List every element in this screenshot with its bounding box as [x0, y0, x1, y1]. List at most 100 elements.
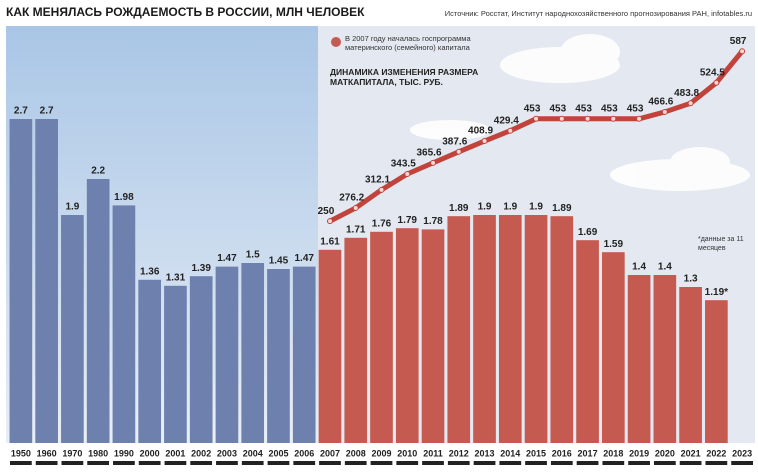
x-tick-bg	[421, 446, 445, 462]
line-point	[739, 48, 746, 55]
bar	[61, 215, 84, 443]
line-value-label: 387.6	[442, 136, 467, 147]
bar-value-label: 1.89	[552, 203, 572, 214]
x-tick-bg	[318, 446, 342, 462]
x-tick-label: 2003	[217, 448, 237, 458]
line-value-label: 453	[575, 103, 592, 114]
x-tick-bg	[730, 446, 754, 462]
x-tick-bg	[112, 446, 136, 462]
line-value-label: 453	[524, 103, 541, 114]
x-tick-bg	[627, 446, 651, 462]
note-marker	[331, 37, 341, 47]
bar	[395, 228, 419, 443]
bar-value-label: 2.7	[40, 106, 54, 117]
x-tick-bg	[498, 446, 523, 462]
bar-value-label: 1.45	[269, 256, 289, 267]
x-tick-label: 2005	[268, 448, 288, 458]
bar-value-label: 2.7	[14, 106, 28, 117]
bars: 2.7 2.7 1.9 2.2 1.98 1.36 1.31 1.39 1.47 1.5 1.45 1…	[9, 106, 728, 443]
x-tick-label: 2001	[165, 448, 185, 458]
bar	[705, 300, 728, 443]
bar-value-label: 1.61	[320, 236, 340, 247]
x-tick-label: 2011	[423, 448, 443, 458]
line-value-label: 312.1	[365, 174, 390, 185]
x-tick-label: 2012	[449, 448, 469, 458]
x-tick-label: 2006	[294, 448, 314, 458]
note: В 2007 году началась госпрограмма матери…	[345, 34, 471, 52]
bar	[292, 266, 316, 443]
x-tick-label: 2014	[500, 448, 520, 458]
x-tick-bg	[524, 446, 548, 462]
x-tick-bg	[395, 446, 420, 462]
x-tick-label: 2020	[655, 448, 675, 458]
line-point	[352, 204, 359, 211]
x-tick-bg	[369, 446, 394, 462]
x-tick-underline	[396, 461, 419, 465]
line-title: ДИНАМИКА ИЗМЕНЕНИЯ РАЗМЕРА МАТКАПИТАЛА, …	[330, 67, 479, 87]
line-value-label: 429.4	[494, 115, 519, 126]
x-tick-underline	[628, 461, 650, 465]
x-tick-underline	[35, 461, 58, 465]
bar	[447, 216, 471, 443]
x-tick-underline	[679, 461, 702, 465]
line-value-label: 408.9	[468, 126, 493, 137]
sky-left	[6, 26, 318, 443]
line-point	[455, 148, 462, 155]
line-value-label: 453	[627, 103, 644, 114]
line-value-label: 276.2	[339, 193, 364, 204]
line-point	[558, 115, 565, 122]
x-tick-bg	[601, 446, 626, 462]
x-tick-underline	[422, 461, 444, 465]
bar-value-label: 1.47	[217, 253, 237, 264]
bar	[35, 119, 58, 443]
bar	[318, 249, 342, 443]
line-point	[404, 171, 411, 178]
x-tick-underline	[499, 461, 522, 465]
bar-value-label: 1.71	[346, 224, 366, 235]
x-tick-underline	[241, 461, 264, 465]
bar-value-label: 1.79	[398, 215, 418, 226]
bar	[370, 231, 393, 443]
bar	[9, 119, 33, 443]
x-tick-bg	[549, 446, 574, 462]
x-tick-label: 2017	[578, 448, 598, 458]
footnote: *данные за 11 месяцев	[698, 236, 744, 252]
x-tick-label: 2023	[732, 448, 752, 458]
x-tick-label: 2022	[706, 448, 726, 458]
bar-value-label: 1.69	[578, 227, 598, 238]
x-tick-underline	[473, 461, 496, 465]
line-point	[430, 159, 437, 166]
bar-value-label: 1.9	[503, 202, 517, 213]
x-tick-underline	[113, 461, 135, 465]
x-tick-label: 2021	[681, 448, 701, 458]
bar	[653, 275, 677, 443]
x-tick-bg	[163, 446, 188, 462]
x-tick-underline	[344, 461, 367, 465]
bar-value-label: 1.3	[684, 274, 698, 285]
bar-value-label: 1.9	[478, 202, 492, 213]
chart-title: КАК МЕНЯЛАСЬ РОЖДАЕМОСТЬ В РОССИИ, МЛН Ч…	[6, 5, 365, 19]
x-tick-underline	[447, 461, 470, 465]
x-tick-label: 2018	[603, 448, 623, 458]
x-tick-label: 1970	[62, 448, 82, 458]
x-tick-underline	[216, 461, 238, 465]
x-tick-underline	[10, 461, 32, 465]
line-value-label: 453	[549, 103, 566, 114]
bar-value-label: 1.31	[166, 272, 186, 283]
bar-value-label: 1.98	[114, 192, 134, 203]
line-point	[661, 108, 668, 115]
x-tick-label: 2002	[191, 448, 211, 458]
footnote-box: *данные за 11 месяцев	[698, 236, 744, 252]
x-axis: 1950 1960 1970 1980 1990 2000 2001 2002 2003 2004…	[9, 446, 754, 465]
x-tick-underline	[138, 461, 161, 465]
bar	[112, 205, 136, 443]
line-value-label: 343.5	[391, 159, 416, 170]
bar	[601, 252, 625, 443]
x-tick-label: 1990	[114, 448, 134, 458]
x-tick-label: 2004	[243, 448, 263, 458]
line-value-label: 453	[601, 103, 618, 114]
note-box: В 2007 году началась госпрограмма матери…	[345, 34, 471, 52]
bar	[524, 215, 548, 443]
